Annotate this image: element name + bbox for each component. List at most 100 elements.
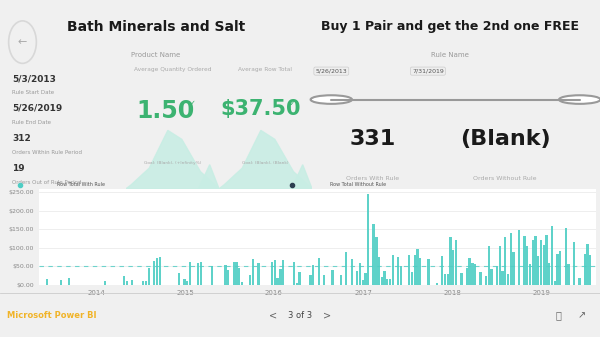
Bar [397,257,400,285]
Bar [479,272,482,285]
Bar [186,281,188,285]
Bar [156,258,158,285]
Bar [356,271,358,285]
Bar [532,240,534,285]
Text: Rule End Date: Rule End Date [12,120,51,125]
Text: Orders Out of Rule Period: Orders Out of Rule Period [12,180,82,185]
Text: 1.50: 1.50 [136,99,194,123]
Bar [573,242,575,285]
Bar [509,233,512,285]
Bar [378,257,380,285]
Text: >: > [323,310,331,320]
Bar [556,254,559,285]
Text: 331: 331 [350,128,396,149]
Text: ←: ← [18,37,27,47]
Bar [235,262,238,285]
Bar [554,281,556,285]
Bar [446,274,449,285]
Text: (Blank): (Blank) [460,128,551,149]
Bar [408,255,410,285]
Bar [298,272,301,285]
Bar [518,230,520,285]
Bar [449,237,452,285]
Bar [474,264,476,285]
Bar [529,264,531,285]
Bar [507,274,509,285]
Bar [496,266,498,285]
Bar [224,265,227,285]
Text: Average Quantity Ordered: Average Quantity Ordered [134,66,211,71]
Bar [257,264,260,285]
Bar [535,237,536,285]
Bar [197,263,199,285]
Bar [323,275,325,285]
Bar [490,269,493,285]
Bar [578,278,581,285]
Bar [148,268,150,285]
Bar [504,237,506,285]
Text: 3 of 3: 3 of 3 [288,311,312,319]
Bar [233,262,235,285]
Bar [345,252,347,285]
Bar [466,268,468,285]
Text: 7/31/2019: 7/31/2019 [412,69,444,73]
Text: Average Row Total: Average Row Total [239,66,293,71]
Bar [559,251,562,285]
Bar [125,281,128,285]
Bar [238,269,241,285]
Bar [359,263,361,285]
Bar [416,248,419,285]
Bar [400,266,402,285]
Text: Orders Without Rule: Orders Without Rule [473,176,537,181]
Text: 5/26/2019: 5/26/2019 [12,104,62,113]
Bar [381,277,383,285]
Bar [367,194,369,285]
Bar [364,273,367,285]
Text: ⤢: ⤢ [555,310,561,320]
Bar [60,280,62,285]
Bar [551,226,553,285]
Bar [444,274,446,285]
Bar [436,283,438,285]
Bar [373,224,375,285]
Text: ✓: ✓ [289,99,296,108]
Bar [565,227,567,285]
Text: Goal: (Blank), (+Infinity%): Goal: (Blank), (+Infinity%) [144,161,201,165]
Bar [158,257,161,285]
Polygon shape [199,165,219,189]
Bar [153,262,155,285]
Bar [317,258,320,285]
Bar [392,255,394,285]
Bar [142,281,145,285]
Bar [471,264,473,285]
Text: 19: 19 [12,164,25,173]
Polygon shape [292,165,312,189]
Bar [455,240,457,285]
Bar [123,276,125,285]
Bar [512,252,515,285]
Bar [488,246,490,285]
Text: 312: 312 [12,134,31,143]
Circle shape [559,95,600,104]
Bar [362,280,364,285]
Bar [227,270,229,285]
Text: Row Total With Rule: Row Total With Rule [57,182,105,187]
Bar [452,250,454,285]
Text: <: < [269,310,277,320]
Circle shape [311,95,352,104]
Bar [68,278,70,285]
Bar [296,283,298,285]
Bar [389,279,391,285]
Bar [386,279,388,285]
Bar [540,240,542,285]
Bar [375,237,377,285]
Bar [274,261,276,285]
Bar [279,269,281,285]
Bar [441,256,443,285]
Text: Bath Minerals and Salt: Bath Minerals and Salt [67,20,245,34]
Bar [340,275,342,285]
Text: $37.50: $37.50 [221,99,301,119]
Text: Orders With Rule: Orders With Rule [346,176,399,181]
Bar [586,244,589,285]
Polygon shape [126,130,219,189]
